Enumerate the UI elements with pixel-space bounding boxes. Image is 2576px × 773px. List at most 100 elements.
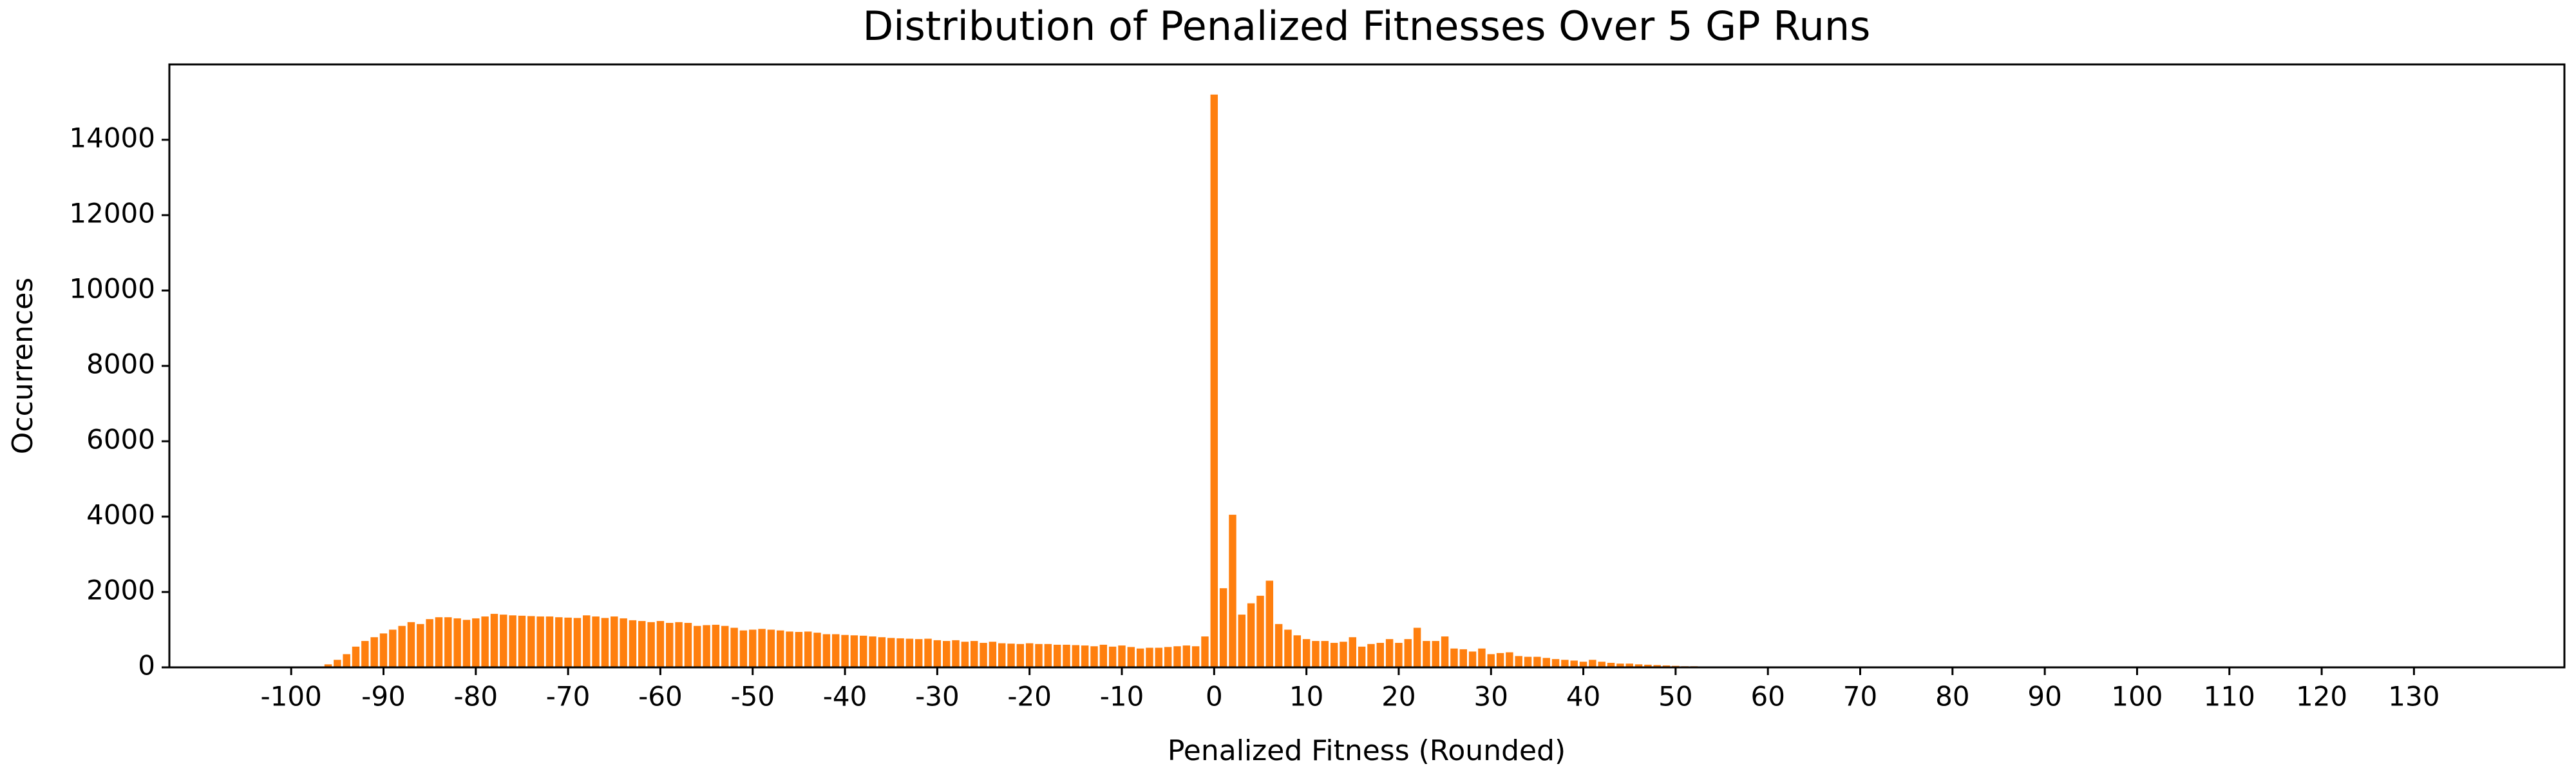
bar — [1108, 646, 1117, 667]
bar — [1173, 646, 1181, 667]
bar — [1081, 645, 1089, 667]
bar — [777, 630, 784, 667]
bar — [1653, 665, 1661, 667]
x-tick-label: 130 — [2388, 681, 2439, 712]
bar — [573, 618, 582, 667]
x-tick-label: -10 — [1100, 681, 1144, 712]
bar — [942, 641, 951, 667]
bar — [703, 625, 710, 667]
bar — [334, 660, 341, 667]
bar — [453, 618, 461, 667]
x-tick-label: -70 — [546, 681, 591, 712]
bar — [435, 617, 443, 667]
bar — [850, 635, 858, 667]
bar — [1404, 639, 1412, 667]
bar — [961, 642, 969, 667]
bar — [1570, 660, 1578, 667]
bar — [1589, 660, 1596, 667]
bar — [1468, 651, 1477, 667]
x-tick-label: 10 — [1289, 681, 1323, 712]
bar — [694, 625, 701, 667]
bar — [1349, 637, 1357, 667]
bar — [1274, 624, 1283, 667]
bar — [758, 629, 766, 667]
bar — [869, 636, 876, 667]
bar — [1542, 658, 1550, 667]
x-tick-label: -90 — [361, 681, 406, 712]
y-tick-label: 0 — [138, 650, 155, 682]
bar — [924, 638, 932, 667]
y-tick-label: 4000 — [86, 499, 155, 531]
bar — [1441, 636, 1449, 667]
bar — [1256, 595, 1264, 667]
bar — [324, 664, 332, 667]
bar — [1164, 647, 1172, 667]
x-tick-label: 110 — [2204, 681, 2255, 712]
bar — [1155, 647, 1163, 667]
bar — [1284, 629, 1292, 667]
bar — [1579, 662, 1587, 667]
x-tick-label: 20 — [1381, 681, 1416, 712]
bar — [592, 616, 600, 667]
bar — [1053, 644, 1061, 667]
bar — [1644, 664, 1652, 667]
bar — [1238, 615, 1246, 667]
x-tick-label: -100 — [261, 681, 322, 712]
bar — [1025, 643, 1034, 667]
bar — [407, 622, 415, 667]
bar — [620, 618, 627, 667]
chart-title: Distribution of Penalized Fitnesses Over… — [863, 3, 1871, 50]
bar — [1367, 644, 1375, 667]
bar — [1598, 662, 1605, 667]
bar — [1229, 515, 1236, 667]
x-tick-label: 0 — [1206, 681, 1223, 712]
x-tick-label: 60 — [1750, 681, 1785, 712]
bar — [675, 622, 683, 667]
bar — [1625, 663, 1633, 667]
bar — [417, 624, 424, 667]
bar — [1247, 603, 1255, 667]
bar — [684, 622, 692, 667]
bar — [564, 617, 572, 667]
bar — [1450, 648, 1458, 667]
x-tick-label: 70 — [1843, 681, 1877, 712]
bar — [1432, 641, 1440, 667]
bar — [398, 625, 406, 667]
bar — [1533, 656, 1541, 667]
bar — [518, 615, 526, 667]
bar — [444, 617, 452, 667]
bar — [989, 642, 997, 667]
bar — [352, 646, 360, 667]
bar — [1007, 644, 1015, 667]
bar — [1340, 642, 1347, 667]
bar — [361, 641, 369, 667]
plot-frame — [168, 63, 2566, 669]
bar — [1146, 647, 1153, 667]
x-tick-label: -40 — [823, 681, 867, 712]
bar — [462, 620, 471, 667]
bar — [629, 620, 637, 667]
bar — [859, 635, 867, 667]
x-tick-label: -30 — [915, 681, 960, 712]
bar — [1312, 641, 1320, 667]
x-tick-label: -80 — [453, 681, 498, 712]
bar — [1035, 644, 1043, 667]
bar — [343, 654, 350, 667]
y-tick-label: 12000 — [69, 198, 155, 229]
bar — [379, 633, 388, 667]
x-tick-label: -60 — [638, 681, 683, 712]
bar — [656, 621, 665, 667]
bar — [786, 631, 793, 667]
bar — [1506, 652, 1513, 667]
bar — [1487, 654, 1495, 667]
bar — [1616, 663, 1624, 667]
x-tick-label: 80 — [1935, 681, 1969, 712]
bar — [1118, 645, 1126, 667]
bar — [1016, 644, 1025, 667]
bar — [555, 617, 563, 667]
bar — [1478, 648, 1486, 667]
bar — [980, 642, 987, 667]
x-tick-label: 100 — [2111, 681, 2163, 712]
bar — [1459, 649, 1467, 667]
bar — [1099, 644, 1108, 667]
